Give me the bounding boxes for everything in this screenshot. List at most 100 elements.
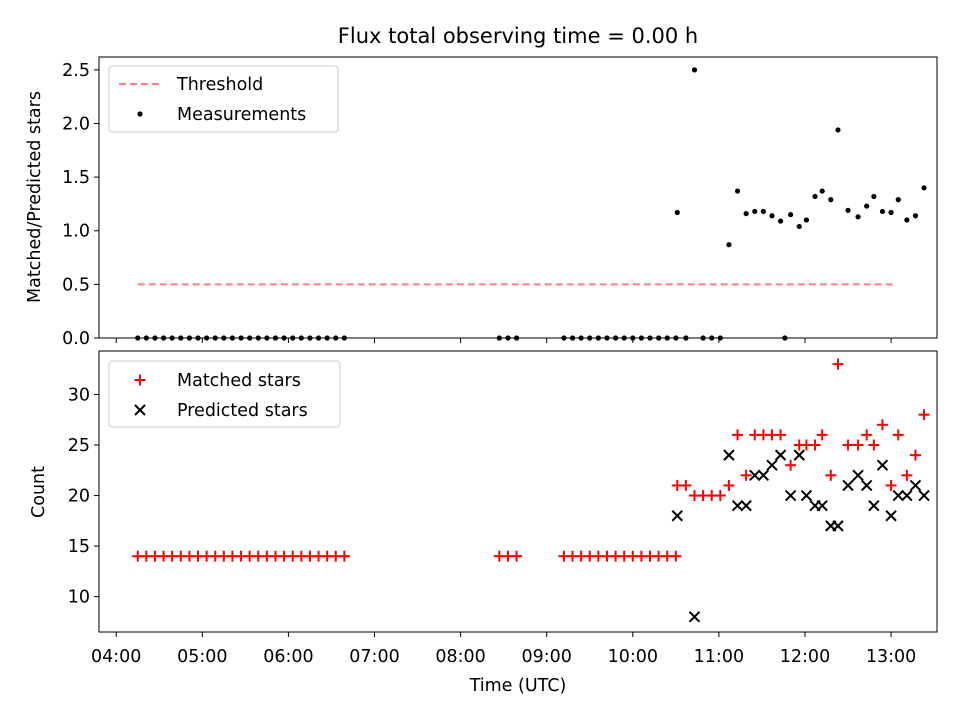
predicted-star-point: [774, 449, 787, 461]
measurement-point: [819, 188, 825, 194]
matched-star-point: [816, 429, 828, 441]
legend-predicted-swatch: [134, 404, 146, 416]
bottom-y-tick-label: 10: [68, 588, 90, 608]
cross-b: [766, 459, 778, 471]
cross-b: [774, 449, 787, 461]
matched-star-point: [670, 550, 682, 562]
matched-star-point: [868, 439, 880, 451]
cross-b: [757, 469, 770, 482]
predicted-star-point: [800, 489, 813, 502]
bottom-y-tick-label: 30: [68, 385, 90, 405]
bottom-y-axis-label: Count: [29, 466, 49, 518]
cross-b: [832, 520, 844, 532]
top-plot-frame: [98, 56, 938, 339]
matched-star-point: [842, 439, 854, 451]
predicted-star-point: [852, 469, 864, 482]
predicted-star-point: [832, 520, 844, 532]
measurement-point: [812, 193, 818, 200]
x-tick-label: 11:00: [694, 647, 744, 667]
predicted-star-point: [688, 611, 701, 623]
legend-measurements-swatch: [137, 111, 143, 117]
matched-star-point: [892, 429, 904, 441]
matched-star-point: [809, 439, 821, 451]
cross-b: [688, 611, 701, 623]
matched-star-point: [909, 449, 921, 461]
predicted-star-point: [842, 479, 854, 492]
cross-b: [852, 469, 864, 482]
measurement-point: [871, 193, 877, 200]
cross-b: [740, 499, 752, 512]
matched-star-point: [714, 490, 726, 502]
legend-threshold-label: Threshold: [176, 75, 263, 95]
matched-star-point: [732, 429, 744, 441]
legend-matched-swatch: [134, 374, 146, 386]
matched-star-point: [680, 479, 692, 491]
predicted-star-point: [723, 449, 735, 461]
matched-star-point: [885, 479, 897, 491]
cross-b: [909, 479, 922, 492]
cross-b: [876, 459, 889, 471]
predicted-star-point: [784, 489, 797, 502]
matched-star-point: [775, 429, 787, 441]
top-y-tick-label: 1.5: [62, 168, 90, 188]
matched-star-point: [832, 358, 844, 370]
x-tick-label: 05:00: [177, 647, 227, 667]
bottom-y-tick-label: 20: [68, 487, 90, 507]
matched-star-point: [740, 469, 752, 481]
predicted-star-point: [766, 459, 778, 471]
legend-matched-label: Matched stars: [177, 371, 301, 391]
measurement-point: [691, 67, 698, 73]
measurement-point: [726, 242, 732, 248]
matched-star-point: [918, 409, 930, 421]
x-tick-label: 13:00: [866, 647, 916, 667]
cross-b: [842, 479, 854, 492]
predicted-star-point: [868, 499, 880, 512]
top-y-tick-label: 2.0: [62, 114, 90, 134]
cross-b: [892, 489, 904, 502]
bottom-panel: 10 15 20 25 30 04:00 05:00 06:00 07:00 08:00 09:00…: [68, 350, 938, 667]
top-legend-box: [108, 65, 339, 133]
matched-star-point: [338, 550, 350, 562]
x-tick-label: 09:00: [521, 647, 571, 667]
measurement-point: [855, 214, 861, 220]
cross-b: [885, 510, 897, 522]
predicted-star-point: [876, 459, 889, 471]
predicted-star-point: [901, 489, 913, 502]
measurement-point: [904, 217, 910, 223]
predicted-star-point: [816, 499, 828, 512]
measurement-point: [734, 188, 741, 194]
predicted-star-point: [892, 489, 904, 502]
predicted-star-point: [731, 499, 744, 512]
bottom-legend-box: [108, 360, 341, 428]
top-y-tick-label: 0.0: [62, 329, 90, 349]
matched-star-point: [511, 550, 523, 562]
cross-b: [816, 499, 828, 512]
measurement-point: [674, 209, 680, 216]
measurement-point: [835, 127, 841, 133]
x-tick-label: 06:00: [263, 647, 313, 667]
predicted-star-point: [909, 479, 922, 492]
top-y-tick-label: 0.5: [62, 275, 90, 295]
x-tick-label: 04:00: [91, 647, 141, 667]
measurement-point: [864, 203, 870, 209]
predicted-star-point: [749, 469, 761, 482]
matched-star-point: [876, 419, 888, 431]
matched-star-point: [723, 479, 735, 491]
cross-b: [901, 489, 913, 502]
measurement-point: [743, 210, 749, 217]
matched-star-point: [852, 439, 864, 451]
measurement-point: [879, 208, 886, 215]
measurement-point: [777, 218, 784, 224]
measurement-point: [912, 213, 919, 219]
predicted-star-point: [885, 510, 897, 522]
measurement-point: [921, 185, 927, 191]
bottom-plot-frame: [98, 350, 938, 633]
predicted-star-point: [793, 449, 805, 461]
x-tick-label: 08:00: [435, 647, 485, 667]
cross-b: [784, 489, 797, 502]
measurement-point: [803, 217, 810, 223]
cross-b: [860, 479, 873, 492]
bottom-y-tick-label: 25: [68, 436, 90, 456]
chart-title: Flux total observing time = 0.00 h: [338, 24, 698, 48]
